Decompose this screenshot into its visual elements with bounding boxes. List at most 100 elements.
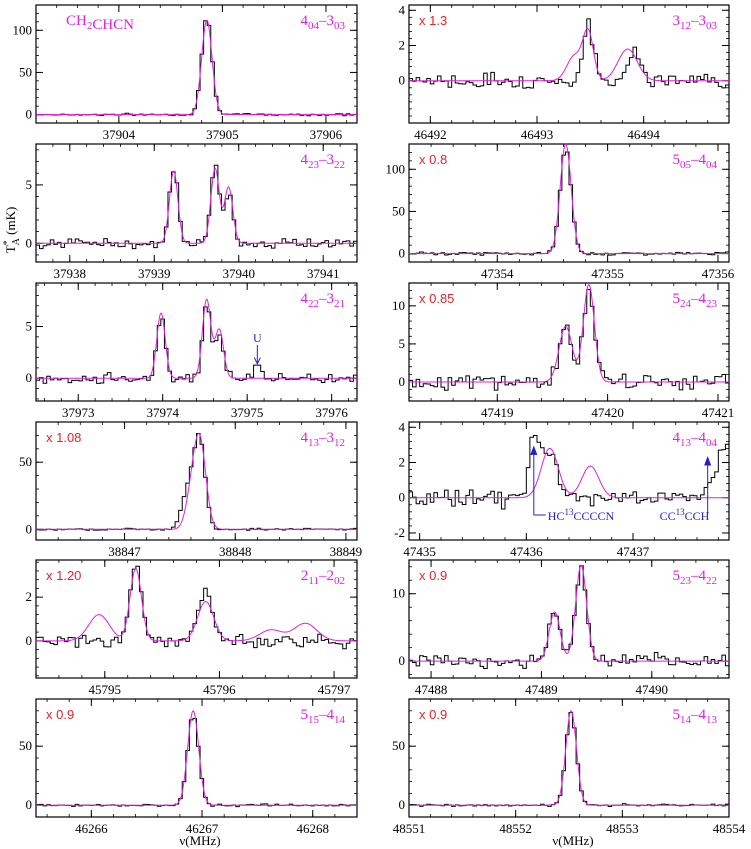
x-tick-label: 46267 bbox=[186, 821, 219, 836]
spectrum-panel: 47419 47420 47421 0 5 10 524–423 x 0.85 bbox=[392, 282, 735, 420]
x-tick-label: 47489 bbox=[525, 682, 558, 697]
x-tick-label: 47488 bbox=[415, 682, 448, 697]
y-tick-label: 2 bbox=[399, 455, 406, 470]
y-tick-label: 0 bbox=[26, 633, 33, 648]
x-tick-label: 46494 bbox=[627, 127, 660, 142]
spectrum-panel: 45795 45796 45797 0 2 211–202 x 1.20 bbox=[26, 559, 358, 697]
arrow-head-icon bbox=[704, 456, 712, 466]
x-tick-label: 45797 bbox=[318, 682, 351, 697]
x-tick-label: 47421 bbox=[702, 405, 735, 420]
y-tick-label: 50 bbox=[19, 738, 32, 753]
transition-label: 312–303 bbox=[673, 13, 718, 32]
x-tick-label: 47435 bbox=[403, 544, 436, 559]
y-tick-label: 50 bbox=[392, 203, 405, 218]
transition-label: 423–322 bbox=[301, 152, 346, 171]
y-tick-label: 0 bbox=[26, 521, 33, 536]
x-tick-label: 37905 bbox=[206, 127, 239, 142]
y-tick-label: 0 bbox=[399, 246, 406, 261]
transition-label: 514–413 bbox=[673, 707, 718, 726]
x-tick-label: 38848 bbox=[219, 544, 252, 559]
y-tick-label: 5 bbox=[399, 336, 406, 351]
observed-spectrum bbox=[36, 306, 357, 384]
x-tick-label: 47436 bbox=[510, 544, 543, 559]
x-tick-label: 37973 bbox=[62, 405, 95, 420]
model-spectrum bbox=[36, 19, 357, 116]
y-tick-label: 2 bbox=[399, 38, 406, 53]
spectrum-panel: 47488 47489 47490 0 10 523–422 x 0.9 bbox=[392, 559, 730, 697]
y-tick-label: 0 bbox=[399, 653, 406, 668]
spectrum-panel: 47435 47436 47437 -2 0 2 4 413–404 HC13CCCCN CC13… bbox=[394, 419, 730, 559]
transition-label: 211–202 bbox=[301, 568, 345, 587]
x-tick-label: 37938 bbox=[54, 266, 87, 281]
y-tick-label: 5 bbox=[26, 177, 33, 192]
spectrum-panel: 37938 37939 37940 37941 0 5 423–322 bbox=[26, 143, 358, 281]
annotation-label: CC13CCH bbox=[660, 507, 710, 523]
spectrum-panel: 46492 46493 46494 0 2 4 312–303 x 1.3 bbox=[399, 2, 730, 142]
transition-label: 413–312 bbox=[301, 430, 346, 449]
x-tick-label: 38847 bbox=[108, 544, 141, 559]
y-tick-label: 4 bbox=[399, 419, 406, 434]
scale-factor: x 0.9 bbox=[419, 568, 447, 583]
x-tick-label: 37976 bbox=[315, 405, 348, 420]
transition-label: 505–404 bbox=[673, 152, 718, 171]
x-tick-label: 37904 bbox=[103, 127, 136, 142]
arrow-head-icon bbox=[530, 445, 538, 456]
y-tick-label: 0 bbox=[399, 490, 406, 505]
spectrum-panel: 46266 46267 46268 0 50 515–414 x 0.9 bbox=[19, 698, 358, 836]
y-tick-label: 2 bbox=[26, 589, 33, 604]
transition-label: 422–321 bbox=[301, 291, 346, 310]
y-tick-label: 50 bbox=[392, 738, 405, 753]
x-axis-label-left: ν(MHz) bbox=[179, 833, 220, 848]
x-tick-label: 48552 bbox=[499, 821, 532, 836]
model-spectrum bbox=[409, 564, 729, 662]
y-tick-label: 0 bbox=[399, 73, 406, 88]
y-tick-label: 5 bbox=[26, 318, 33, 333]
scale-factor: x 1.08 bbox=[46, 430, 81, 445]
scale-factor: x 0.9 bbox=[46, 707, 74, 722]
observed-spectrum bbox=[409, 435, 729, 510]
y-axis-label: T*A (mK) bbox=[2, 207, 22, 254]
transition-label: 515–414 bbox=[301, 707, 346, 726]
y-tick-label: 100 bbox=[13, 22, 33, 37]
model-spectrum bbox=[36, 167, 357, 244]
model-spectrum bbox=[36, 710, 357, 806]
observed-spectrum bbox=[36, 565, 357, 650]
transition-label: 524–423 bbox=[673, 291, 718, 310]
model-spectrum bbox=[409, 447, 729, 499]
observed-spectrum bbox=[409, 711, 729, 808]
model-spectrum bbox=[409, 710, 729, 806]
transition-label: 404–303 bbox=[301, 13, 346, 32]
y-tick-label: 50 bbox=[19, 64, 32, 79]
scale-factor: x 1.20 bbox=[46, 568, 81, 583]
x-axis-label-right: ν(MHz) bbox=[552, 833, 593, 848]
model-spectrum bbox=[36, 298, 357, 379]
panels: 37904 37905 37906050100404–303CH2CHCN46492… bbox=[13, 2, 746, 836]
x-tick-label: 45796 bbox=[203, 682, 236, 697]
x-tick-label: 47354 bbox=[481, 266, 514, 281]
scale-factor: x 0.8 bbox=[419, 152, 447, 167]
x-tick-label: 48554 bbox=[713, 821, 746, 836]
molecule-label: CH2CHCN bbox=[66, 13, 134, 33]
x-tick-label: 47420 bbox=[591, 405, 624, 420]
spectrum-panel: 37973 37974 37975 37976 0 5 422–321 U bbox=[26, 282, 358, 420]
y-tick-label: 10 bbox=[392, 586, 405, 601]
observed-spectrum bbox=[409, 565, 729, 670]
x-tick-label: 46266 bbox=[75, 821, 108, 836]
panel-frame bbox=[35, 421, 358, 541]
x-tick-label: 47355 bbox=[591, 266, 624, 281]
y-tick-label: 4 bbox=[399, 2, 406, 17]
arrow-head-icon bbox=[253, 357, 261, 365]
annotation-label: U bbox=[253, 331, 262, 345]
y-tick-label: 0 bbox=[26, 370, 33, 385]
x-tick-label: 37939 bbox=[138, 266, 171, 281]
x-tick-label: 38849 bbox=[330, 544, 363, 559]
y-tick-label: 0 bbox=[26, 797, 33, 812]
y-tick-label: 0 bbox=[399, 797, 406, 812]
y-tick-label: -2 bbox=[394, 525, 405, 540]
panel-frame bbox=[408, 559, 730, 679]
y-tick-label: 0 bbox=[399, 374, 406, 389]
x-tick-label: 46268 bbox=[296, 821, 329, 836]
panel-frame bbox=[408, 282, 730, 402]
spectrum-panel: 48551 48552 48553 48554 0 50 514–413 x 0.9 bbox=[392, 698, 746, 836]
scale-factor: x 1.3 bbox=[419, 13, 447, 28]
